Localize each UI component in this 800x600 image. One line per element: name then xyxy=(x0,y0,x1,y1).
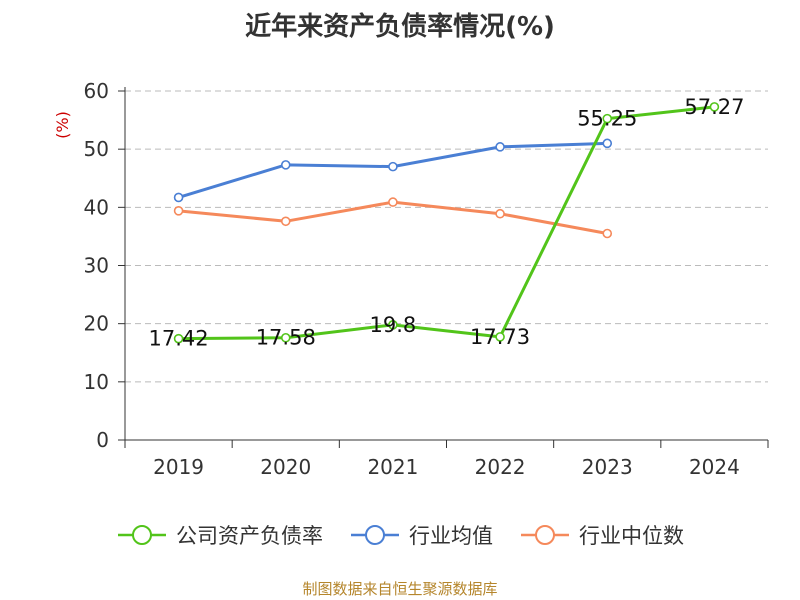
data-point xyxy=(495,142,505,152)
legend-item[interactable]: 行业均值 xyxy=(349,520,493,550)
data-point xyxy=(173,192,184,203)
axes xyxy=(118,87,769,448)
y-tick-label: 50 xyxy=(84,137,109,161)
data-point xyxy=(495,332,505,342)
y-tick-labels: 0 10 20 30 40 50 60 xyxy=(84,79,109,452)
legend-marker-icon xyxy=(351,525,399,545)
chart-title: 近年来资产负债率情况(%) xyxy=(245,12,555,42)
data-point xyxy=(602,228,613,239)
series-3 xyxy=(173,197,613,239)
data-point xyxy=(602,113,613,124)
data-point xyxy=(495,208,505,219)
source-note: 制图数据来自恒生聚源数据库 xyxy=(302,580,498,598)
legend-marker-icon xyxy=(521,525,569,545)
data-point xyxy=(602,138,613,149)
x-tick-label: 2024 xyxy=(689,455,740,479)
y-tick-label: 20 xyxy=(84,312,109,336)
data-point xyxy=(280,216,291,227)
line-chart: 0 10 20 30 40 50 60 2019 2020 2021 2022 2023 2024 (… xyxy=(53,79,769,479)
data-point xyxy=(388,197,398,207)
x-tick-label: 2020 xyxy=(260,455,311,479)
data-label: 57.27 xyxy=(684,95,744,119)
data-point xyxy=(388,161,398,172)
y-tick-label: 30 xyxy=(84,254,109,278)
data-label: 19.8 xyxy=(370,313,417,337)
series-1: 17.42 17.58 19.8 17.73 55.25 57.27 xyxy=(149,95,745,351)
y-tick-label: 0 xyxy=(96,428,109,452)
legend-label: 行业中位数 xyxy=(579,524,684,548)
x-tick-label: 2021 xyxy=(367,455,418,479)
data-point xyxy=(388,320,398,330)
data-label: 17.73 xyxy=(470,325,530,349)
series-2 xyxy=(173,138,613,203)
legend-label: 行业均值 xyxy=(409,524,493,548)
y-tick-label: 40 xyxy=(84,195,109,219)
legend-label: 公司资产负债率 xyxy=(176,524,323,548)
x-tick-label: 2019 xyxy=(153,455,204,479)
data-label: 17.58 xyxy=(256,326,316,350)
x-tick-label: 2023 xyxy=(582,455,633,479)
x-tick-labels: 2019 2020 2021 2022 2023 2024 xyxy=(153,455,740,479)
data-label: 55.25 xyxy=(577,107,637,131)
y-tick-label: 10 xyxy=(84,370,109,394)
legend-item[interactable]: 行业中位数 xyxy=(519,520,684,550)
legend-marker-icon xyxy=(118,525,166,545)
data-point xyxy=(280,160,291,170)
x-tick-label: 2022 xyxy=(475,455,526,479)
data-point xyxy=(280,332,291,343)
series-line xyxy=(178,105,715,341)
data-label: 17.42 xyxy=(149,327,209,351)
legend: 公司资产负债率 行业均值 行业中位数 xyxy=(0,520,800,550)
data-point xyxy=(173,333,184,344)
legend-item[interactable]: 公司资产负债率 xyxy=(116,520,323,550)
y-axis-label: (%) xyxy=(53,111,72,139)
data-point xyxy=(709,102,720,112)
y-tick-label: 60 xyxy=(84,79,109,103)
series-lines: 17.42 17.58 19.8 17.73 55.25 57.27 xyxy=(149,95,745,351)
data-point xyxy=(173,206,184,216)
